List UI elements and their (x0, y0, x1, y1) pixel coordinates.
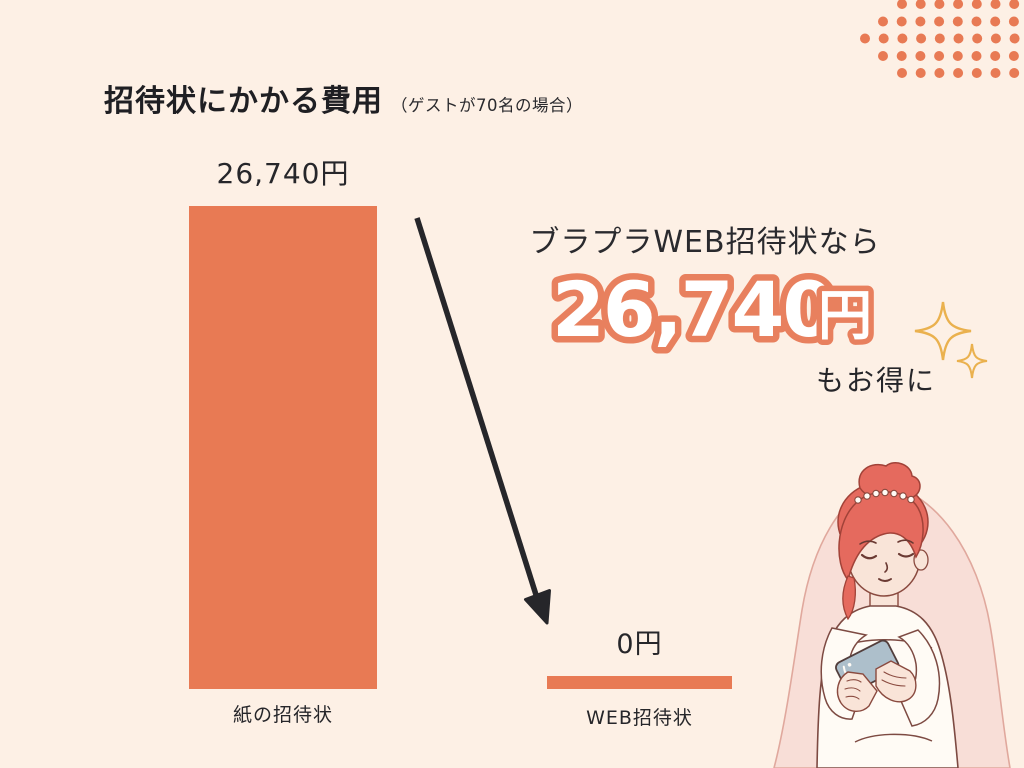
callout-amount-number: 26,740 (552, 265, 833, 354)
bride-illustration (773, 462, 1011, 768)
page-title: 招待状にかかる費用 (104, 84, 383, 119)
callout-amount: 26,740 円 (546, 259, 878, 361)
bar-label-paper: 紙の招待状 (232, 704, 333, 726)
callout-prefix: ブラプラWEB招待状なら (529, 225, 881, 260)
page-subtitle: （ゲストが70名の場合） (391, 96, 583, 115)
bar-label-web: WEB招待状 (586, 707, 693, 729)
dots-pattern-decoration (860, 0, 1020, 78)
callout-amount-unit: 円 (818, 284, 872, 347)
bar-value-web: 0円 (616, 629, 663, 660)
header: 招待状にかかる費用 （ゲストが70名の場合） (104, 76, 583, 120)
callout-suffix: もお得に (815, 364, 936, 397)
bar-value-paper: 26,740円 (216, 157, 350, 190)
bar-paper-invitation (189, 206, 377, 689)
bar-web-invitation (547, 676, 732, 689)
